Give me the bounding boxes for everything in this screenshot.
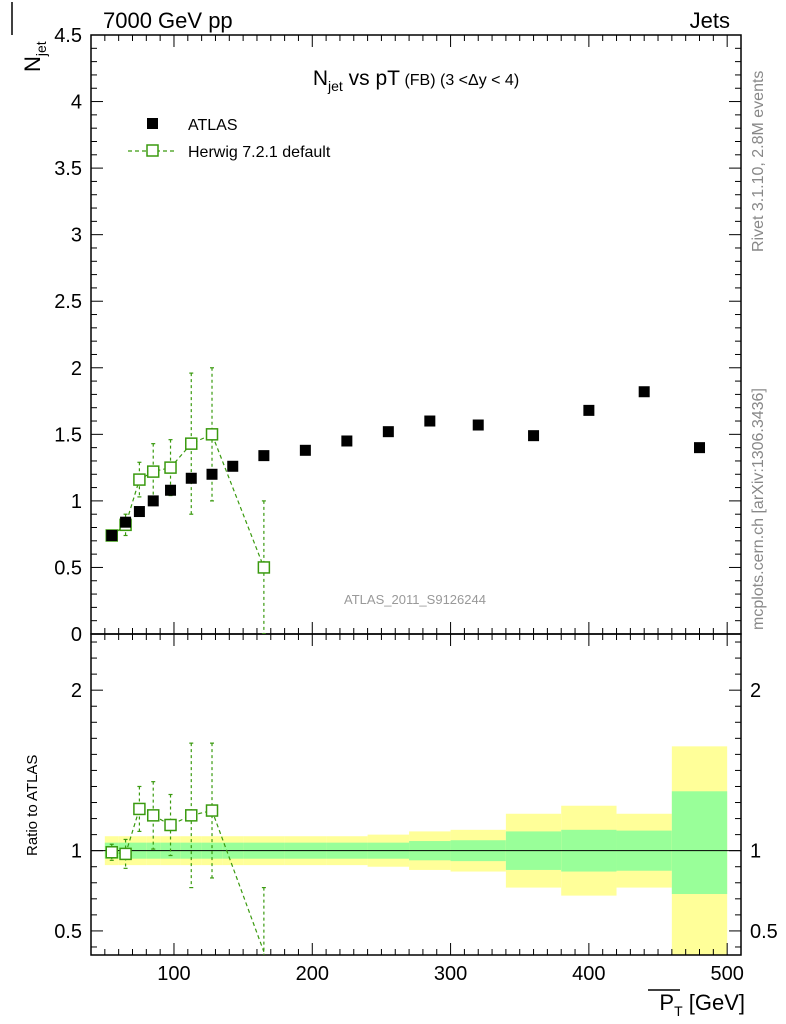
herwig-point [185, 437, 198, 450]
y-tick-label: 1 [71, 491, 82, 513]
atlas-point [472, 419, 484, 431]
atlas-point [133, 506, 145, 518]
ratio-y-tick-label: 2 [71, 680, 82, 702]
ratio-point [205, 804, 219, 817]
herwig-point [133, 473, 146, 486]
ratio-point [133, 802, 146, 816]
rivet-label: Rivet 3.1.10, 2.8M events [750, 70, 767, 252]
svg-text:Njet: Njet [20, 41, 49, 72]
atlas-point [147, 495, 159, 507]
x-tick-label: 400 [572, 963, 605, 985]
atlas-point [206, 468, 218, 480]
y-tick-label: 0.5 [54, 557, 82, 579]
header-left: 7000 GeV pp [103, 8, 233, 33]
atlas-point [528, 430, 540, 442]
atlas-point [583, 404, 595, 416]
atlas-point [694, 442, 706, 454]
herwig-point [146, 465, 160, 478]
y-axis-label: Njet [20, 41, 49, 72]
atlas-point [638, 386, 650, 398]
ratio-point [164, 818, 177, 832]
herwig-line [111, 433, 265, 568]
y-tick-label: 2 [71, 358, 82, 380]
y-tick-label: 4 [71, 92, 82, 114]
ratio-y-tick-label: 0.5 [54, 921, 82, 943]
header-right: Jets [689, 8, 730, 33]
y-tick-label: 3.5 [54, 158, 82, 180]
atlas-point [258, 450, 270, 462]
x-tick-label: 300 [434, 963, 467, 985]
x-tick-label: 500 [710, 963, 743, 985]
mcplots-label: mcplots.cern.ch [arXiv:1306.3436] [750, 388, 767, 630]
band-inner [671, 791, 728, 895]
atlas-point [341, 435, 353, 447]
ratio-herwig-series [105, 742, 266, 955]
x-tick-label: 100 [157, 963, 190, 985]
atlas-point [227, 460, 239, 472]
chart-title: Njet vs pT (FB) (3 <Δy < 4) [313, 67, 519, 94]
herwig-point [205, 428, 219, 441]
y-tick-label: 0 [71, 624, 82, 646]
atlas-point [185, 472, 197, 484]
x-tick-label: 200 [296, 963, 329, 985]
y-tick-label: 2.5 [54, 291, 82, 313]
atlas-point [299, 444, 311, 456]
ratio-y-tick-label-right: 2 [750, 680, 761, 702]
svg-text:Ratio to ATLAS: Ratio to ATLAS [24, 755, 41, 856]
x-axis-label: PT [GeV] [659, 990, 745, 1019]
atlas-point [165, 484, 177, 496]
atlas-point [106, 529, 118, 541]
ratio-point [119, 847, 132, 861]
ratio-y-tick-label: 1 [71, 841, 82, 863]
y-tick-label: 4.5 [54, 25, 82, 47]
herwig-point [257, 561, 271, 574]
legend-herwig-marker [146, 144, 159, 157]
atlas-point [120, 516, 132, 528]
y-tick-label: 1.5 [54, 424, 82, 446]
atlas-point [382, 426, 394, 438]
ratio-frame [90, 633, 742, 956]
ratio-point [185, 809, 198, 822]
ratio-point [105, 846, 118, 859]
atlas-series [106, 386, 706, 541]
herwig-series [105, 367, 271, 634]
ratio-axis-label: Ratio to ATLAS [24, 755, 41, 856]
y-tick-label: 3 [71, 225, 82, 247]
ratio-point [146, 809, 160, 822]
herwig-point [164, 461, 177, 474]
ratio-herwig-line [111, 808, 265, 952]
legend-atlas-label: ATLAS [188, 117, 238, 134]
ratio-y-tick-label-right: 0.5 [750, 921, 778, 943]
watermark: ATLAS_2011_S9126244 [344, 592, 486, 607]
legend-atlas-marker [147, 118, 158, 129]
legend-herwig-label: Herwig 7.2.1 default [188, 144, 331, 161]
atlas-point [424, 415, 436, 427]
ratio-y-tick-label-right: 1 [750, 841, 761, 863]
